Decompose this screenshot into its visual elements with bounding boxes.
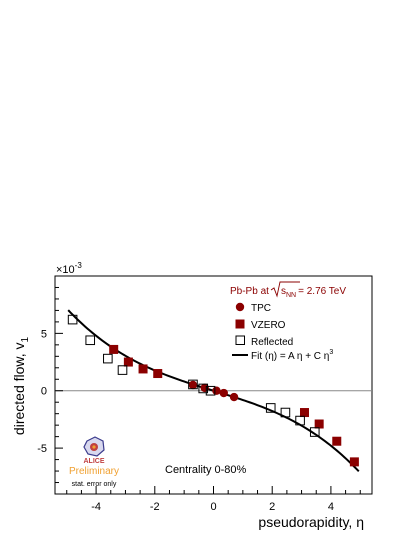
legend-reflected-marker	[235, 335, 245, 345]
tpc-point	[212, 386, 221, 395]
x-tick-label: 4	[328, 501, 334, 513]
reflected-point	[265, 403, 276, 413]
x-axis: -4 -2 0 2 4	[66, 486, 361, 513]
legend-reflected-label: Reflected	[251, 337, 293, 348]
data-points	[67, 314, 359, 467]
vzero-point	[332, 436, 342, 446]
y-scale-multiplier: ×10-3	[56, 261, 82, 276]
y-axis-label: directed flow, v1	[11, 336, 31, 435]
vzero-point	[299, 408, 309, 418]
reflected-point	[188, 379, 198, 390]
preliminary-label: Preliminary	[69, 466, 119, 477]
legend-tpc-marker	[235, 302, 245, 312]
y-axis: -5 0 5	[37, 286, 63, 484]
tpc-point	[229, 392, 239, 402]
alice-logo-text: ALICE	[84, 458, 105, 465]
system-label: Pb-Pb at	[230, 286, 269, 297]
tpc-point	[200, 383, 209, 393]
x-tick-label: -4	[91, 501, 101, 513]
vzero-point	[153, 369, 163, 379]
legend: Pb-Pb at sNN = 2.76 TeV TPC VZERO Reflect…	[230, 281, 346, 362]
y-tick-label: -5	[37, 443, 47, 455]
x-tick-label: -2	[150, 501, 160, 513]
legend-tpc-label: TPC	[251, 303, 271, 314]
sqrt-icon	[270, 281, 300, 298]
legend-vzero-label: VZERO	[251, 320, 286, 331]
legend-fit-label: Fit (η) = A η + C η3	[251, 349, 333, 362]
reflected-point	[117, 365, 128, 375]
legend-vzero-marker	[235, 319, 245, 329]
alice-logo: ALICE Preliminary stat. error only	[69, 436, 119, 488]
vzero-point	[123, 357, 133, 367]
reflected-point	[67, 314, 78, 325]
alice-logo-core-icon	[92, 445, 96, 449]
x-axis-label: pseudorapidity, η	[258, 514, 364, 530]
reflected-point	[295, 415, 305, 426]
vzero-point	[138, 364, 148, 374]
y-tick-label: 5	[41, 328, 47, 340]
reflected-point	[205, 385, 216, 396]
reflected-point	[198, 383, 209, 394]
x-tick-label: 0	[210, 501, 216, 513]
centrality-label: Centrality 0-80%	[165, 464, 247, 476]
y-tick-label: 0	[41, 386, 47, 398]
reflected-point	[103, 353, 113, 364]
reflected-point	[280, 407, 291, 418]
x-tick-label: 2	[269, 501, 275, 513]
reflected-point	[309, 427, 320, 437]
tpc-point	[188, 380, 198, 390]
energy-label: sNN = 2.76 TeV	[281, 286, 346, 299]
reflected-point	[85, 335, 96, 346]
stat-note: stat. error only	[72, 481, 117, 488]
vzero-point	[109, 344, 119, 354]
vzero-point	[314, 419, 324, 429]
tpc-point	[219, 388, 228, 398]
vzero-point	[349, 457, 359, 467]
